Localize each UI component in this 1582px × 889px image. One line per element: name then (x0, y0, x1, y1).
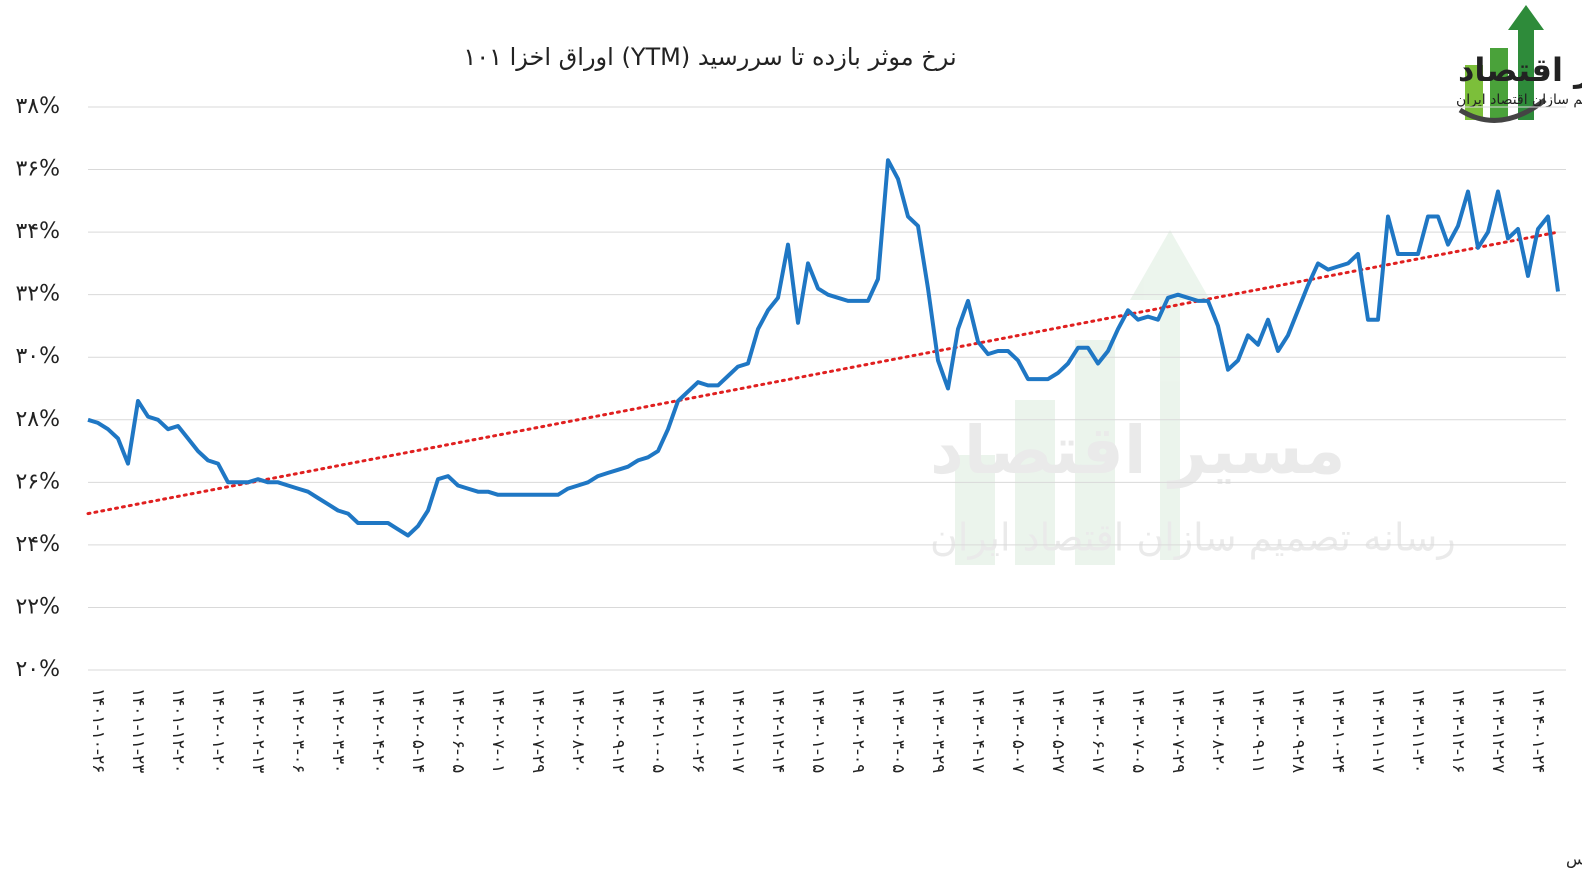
y-tick-label: ۲۶% (15, 469, 60, 494)
x-tick-label: ۱۴۰۳-۰۹-۱۱ (1248, 688, 1268, 773)
x-tick-label: ۱۴۰۲-۰۵-۱۴ (408, 688, 428, 773)
x-tick-label: ۱۴۰۲-۰۳-۳۰ (328, 688, 348, 773)
x-tick-label: ۱۴۰۳-۰۲-۰۹ (848, 688, 868, 773)
x-tick-label: ۱۴۰۳-۰۱-۱۵ (808, 688, 828, 773)
logo-bar (1490, 48, 1508, 120)
x-tick-label: ۱۴۰۳-۰۶-۱۷ (1088, 688, 1108, 773)
x-tick-label: ۱۴۰۳-۰۹-۲۸ (1288, 688, 1308, 773)
x-tick-label: ۱۴۰۲-۰۷-۲۹ (528, 688, 548, 773)
chart-title: نرخ موثر بازده تا سررسید (YTM) اوراق اخز… (463, 43, 956, 71)
x-tick-label: ۱۴۰۱-۱۰-۲۶ (88, 688, 108, 773)
x-tick-label: ۱۴۰۳-۰۳-۲۹ (928, 688, 948, 773)
x-tick-label: ۱۴۰۲-۱۱-۱۷ (728, 688, 748, 773)
x-tick-label: ۱۴۰۴-۰۱-۲۴ (1528, 688, 1548, 773)
x-tick-label: ۱۴۰۲-۱۲-۱۴ (768, 688, 788, 773)
x-tick-label: ۱۴۰۲-۰۸-۲۰ (568, 688, 588, 773)
x-tick-label: ۱۴۰۱-۱۱-۲۳ (128, 688, 148, 773)
x-tick-label: ۱۴۰۳-۱۲-۲۷ (1488, 688, 1508, 773)
x-tick-label: ۱۴۰۲-۰۶-۰۵ (448, 688, 468, 773)
watermark-arrow (1130, 230, 1210, 560)
watermark-name: مسیر اقتصاد (930, 412, 1345, 489)
x-tick-label: ۱۴۰۲-۰۳-۰۶ (288, 688, 308, 773)
watermark-tagline: رسانه تصمیم سازان اقتصاد ایران (930, 516, 1456, 561)
y-tick-label: ۲۸% (15, 407, 60, 432)
x-tick-label: ۱۴۰۳-۱۲-۱۶ (1448, 688, 1468, 773)
logo: مسیر اقتصاد رسانه تصمیم سازان اقتصاد ایر… (1456, 5, 1582, 123)
x-tick-label: ۱۴۰۲-۱۰-۲۶ (688, 688, 708, 773)
logo-gear (1458, 98, 1547, 123)
x-tick-label: ۱۴۰۲-۱۰-۰۵ (648, 688, 668, 773)
x-tick-label: ۱۴۰۲-۰۷-۰۱ (488, 688, 508, 773)
y-tick-label: ۳۶% (15, 157, 60, 182)
x-tick-label: ۱۴۰۳-۰۷-۰۵ (1128, 688, 1148, 773)
x-tick-label: ۱۴۰۲-۰۲-۱۳ (248, 688, 268, 773)
logo-name: مسیر اقتصاد (1458, 51, 1582, 89)
y-tick-label: ۳۲% (15, 282, 60, 307)
x-tick-label: ۱۴۰۳-۰۵-۰۷ (1008, 688, 1028, 773)
y-tick-label: ۳۰% (15, 344, 60, 369)
watermark-bar (1075, 340, 1115, 565)
y-tick-label: ۳۸% (15, 94, 60, 119)
x-tick-label: ۱۴۰۲-۰۹-۱۲ (608, 688, 628, 773)
data-line (87, 158, 1560, 538)
x-tick-label: ۱۴۰۳-۱۱-۱۷ (1368, 688, 1388, 773)
x-tick-label: ۱۴۰۳-۰۸-۲۰ (1208, 688, 1228, 773)
y-tick-label: ۳۴% (15, 219, 60, 244)
logo-bar (1465, 65, 1483, 120)
x-tick-label: ۱۴۰۳-۰۵-۲۷ (1048, 688, 1068, 773)
y-tick-label: ۲۰% (15, 657, 60, 682)
source-note: ماخذ: فرابورس (1566, 850, 1582, 870)
y-tick-label: ۲۲% (15, 594, 60, 619)
watermark: مسیر اقتصاد رسانه تصمیم سازان اقتصاد ایر… (930, 230, 1456, 565)
logo-tagline: رسانه تصمیم سازان اقتصاد ایران (1456, 92, 1582, 108)
y-tick-label: ۲۴% (15, 532, 60, 557)
x-tick-label: ۱۴۰۱-۱۲-۲۰ (168, 688, 188, 773)
x-tick-label: ۱۴۰۳-۱۰-۲۴ (1328, 688, 1348, 773)
x-tick-label: ۱۴۰۳-۱۱-۳۰ (1408, 688, 1428, 773)
x-tick-label: ۱۴۰۲-۰۴-۲۰ (368, 688, 388, 773)
x-tick-label: ۱۴۰۳-۰۴-۱۷ (968, 688, 988, 773)
x-tick-label: ۱۴۰۳-۰۷-۲۹ (1168, 688, 1188, 773)
logo-arrow (1508, 5, 1544, 120)
x-tick-label: ۱۴۰۳-۰۳-۰۵ (888, 688, 908, 773)
x-tick-label: ۱۴۰۲-۰۱-۲۰ (208, 688, 228, 773)
watermark-bar (955, 455, 995, 565)
